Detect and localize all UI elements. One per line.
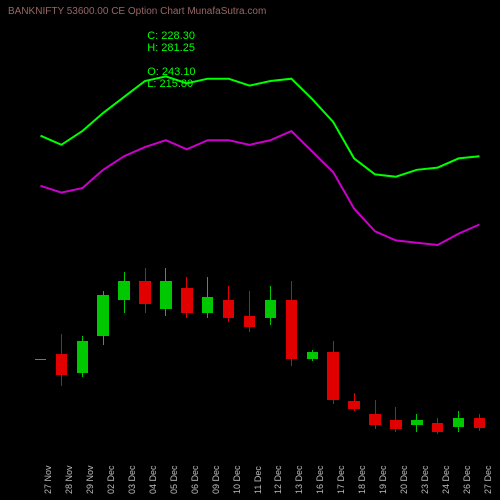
candle-body <box>118 281 130 299</box>
x-axis-label: 05 Dec <box>169 465 179 494</box>
candle-body <box>35 359 47 361</box>
option-chart: BANKNIFTY 53600.00 CE Option Chart Munaf… <box>0 0 500 500</box>
candle-body <box>139 281 151 304</box>
lower-band <box>41 131 480 245</box>
x-axis-label: 13 Dec <box>294 465 304 494</box>
candle-body <box>474 418 486 428</box>
candle-body <box>369 414 381 425</box>
candle-body <box>307 352 319 359</box>
candle-body <box>77 341 89 373</box>
x-axis-label: 09 Dec <box>211 465 221 494</box>
candle-body <box>223 300 235 318</box>
x-axis-label: 06 Dec <box>190 465 200 494</box>
candle-body <box>244 316 256 327</box>
candle-body <box>390 420 402 429</box>
x-axis-label: 28 Nov <box>64 465 74 494</box>
x-axis-label: 17 Dec <box>336 465 346 494</box>
x-axis-label: 19 Dec <box>378 465 388 494</box>
x-axis-label: 03 Dec <box>127 465 137 494</box>
candle-body <box>327 352 339 400</box>
x-axis-label: 11 Dec <box>253 466 263 494</box>
candle-body <box>56 354 68 375</box>
x-axis-label: 26 Dec <box>462 465 472 494</box>
x-axis-label: 04 Dec <box>148 465 158 494</box>
candle-body <box>453 418 465 427</box>
x-axis-label: 23 Dec <box>420 465 430 494</box>
x-axis-label: 16 Dec <box>315 465 325 494</box>
x-axis-label: 18 Dec <box>357 465 367 494</box>
candle-body <box>160 281 172 308</box>
candle-body <box>265 300 277 318</box>
candle-body <box>97 295 109 336</box>
candle-body <box>432 423 444 432</box>
candle-body <box>181 288 193 313</box>
upper-band <box>41 76 480 176</box>
candle-body <box>411 420 423 425</box>
x-axis-label: 29 Nov <box>85 465 95 494</box>
candle-body <box>286 300 298 359</box>
x-axis-label: 24 Dec <box>441 465 451 494</box>
x-axis-label: 27 Dec <box>483 465 493 494</box>
plot-svg <box>0 0 500 500</box>
candle-body <box>202 297 214 313</box>
x-axis-label: 12 Dec <box>273 465 283 494</box>
x-axis-label: 02 Dec <box>106 465 116 494</box>
x-axis-label: 20 Dec <box>399 465 409 494</box>
x-axis-label: 27 Nov <box>43 465 53 494</box>
x-axis-label: 10 Dec <box>232 465 242 494</box>
candle-body <box>348 401 360 409</box>
